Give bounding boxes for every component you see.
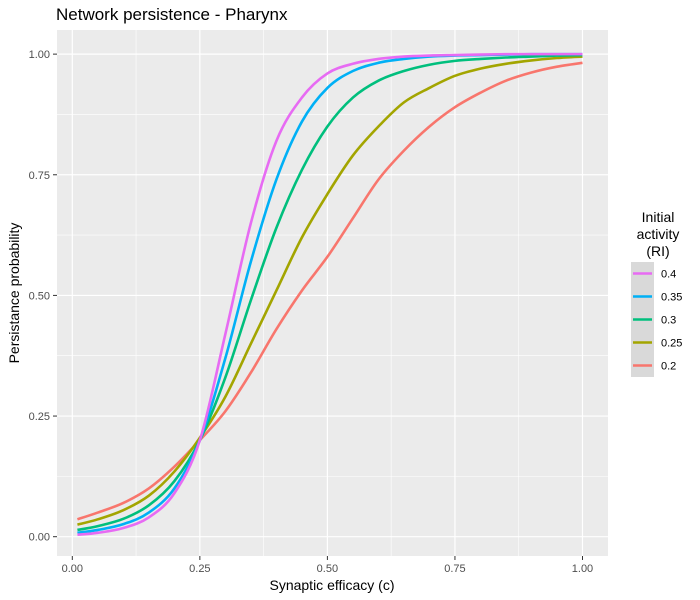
legend-label: 0.2 [661, 361, 676, 373]
grid-minor [57, 30, 608, 556]
grid-major [57, 30, 608, 556]
y-tick-label: 0.75 [29, 170, 50, 182]
legend-label: 0.4 [661, 269, 676, 281]
x-axis-title: Synaptic efficacy (c) [269, 577, 394, 593]
chart-title: Network persistence - Pharynx [56, 5, 288, 24]
y-tick-label: 1.00 [29, 49, 50, 61]
legend-title-line-3: (RI) [646, 243, 669, 259]
y-tick-label: 0.25 [29, 411, 50, 423]
x-tick-label: 0.25 [189, 563, 210, 575]
legend-title-line-1: Initial [642, 209, 675, 225]
series-line-0.25 [77, 55, 583, 526]
y-tick-label: 0.00 [29, 532, 50, 544]
legend-label: 0.25 [661, 338, 682, 350]
y-axis-title: Persistance probability [6, 223, 22, 364]
legend-label: 0.3 [661, 315, 676, 327]
y-tick-label: 0.50 [29, 290, 50, 302]
y-axis: 0.00 0.25 0.50 0.75 1.00 [29, 49, 57, 544]
x-tick-label: 0.50 [317, 563, 338, 575]
series-line-0.3 [77, 53, 583, 532]
plot-panel [57, 30, 608, 556]
legend-title-line-2: activity [637, 226, 680, 242]
legend-items: 0.4 0.35 0.3 0.25 0.2 [631, 262, 682, 377]
x-tick-label: 0.00 [62, 563, 83, 575]
x-tick-label: 1.00 [572, 563, 593, 575]
x-tick-label: 0.75 [444, 563, 465, 575]
series-lines [77, 52, 583, 537]
x-axis: 0.00 0.25 0.50 0.75 1.00 [62, 556, 593, 575]
series-line-0.2 [77, 61, 583, 521]
legend: Initial activity (RI) 0.4 0.35 0.3 0.25 0.2 [631, 209, 682, 377]
series-line-0.4 [77, 52, 583, 537]
legend-label: 0.35 [661, 292, 682, 304]
